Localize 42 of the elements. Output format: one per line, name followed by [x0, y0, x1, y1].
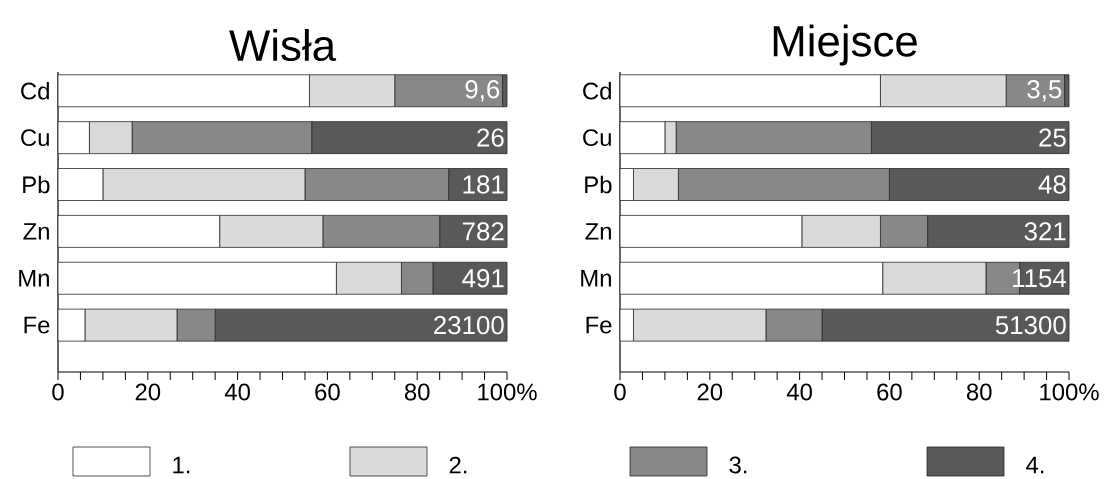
y-tick-label: Cd: [21, 81, 49, 100]
x-tick-label: 20: [135, 383, 161, 401]
chart-title: Miejsce: [773, 24, 917, 66]
y-tick-label: Mn: [581, 270, 611, 287]
y-tick-label: Mn: [19, 270, 49, 287]
legend-label: 3.: [729, 456, 747, 474]
x-tick-label: 20: [697, 383, 723, 401]
annotation: 321: [1024, 222, 1066, 241]
annotation: 51300: [995, 315, 1066, 335]
legend-label: 2.: [449, 456, 467, 474]
annotation: 3,5: [1027, 80, 1062, 102]
x-tick-label: 100%: [1040, 383, 1099, 401]
y-tick-label: Cd: [583, 81, 611, 100]
y-tick-label: Zn: [23, 223, 49, 240]
annotation: 25: [1039, 128, 1066, 147]
y-tick-label: Cu: [583, 129, 611, 147]
annotation: 1154: [1013, 269, 1067, 288]
chart-title: Wisła: [229, 28, 337, 62]
annotation: 48: [1038, 175, 1066, 194]
x-tick-label: 80: [966, 383, 992, 401]
x-tick-label: 100%: [478, 383, 537, 401]
legend-label: 4.: [1026, 456, 1044, 474]
y-tick-label: Pb: [585, 175, 612, 194]
x-tick-label: 60: [877, 383, 902, 401]
y-tick-label: Fe: [586, 316, 612, 334]
y-tick-label: Pb: [23, 175, 50, 194]
annotation: 491: [462, 269, 504, 288]
x-tick-label: 40: [224, 383, 250, 401]
y-tick-label: Cu: [21, 129, 49, 147]
annotation: 26: [477, 128, 504, 147]
y-tick-label: Zn: [585, 223, 611, 240]
annotation: 23100: [434, 315, 504, 335]
annotation: 9,6: [465, 80, 500, 102]
x-tick-label: 40: [786, 383, 812, 401]
y-tick-label: Fe: [24, 316, 50, 334]
x-tick-label: 0: [52, 383, 64, 401]
legend-label: 1.: [173, 456, 190, 474]
annotation: 782: [462, 222, 504, 241]
x-tick-label: 0: [614, 383, 626, 401]
annotation: 181: [463, 175, 504, 194]
x-tick-label: 80: [404, 383, 430, 401]
x-tick-label: 60: [315, 383, 340, 401]
